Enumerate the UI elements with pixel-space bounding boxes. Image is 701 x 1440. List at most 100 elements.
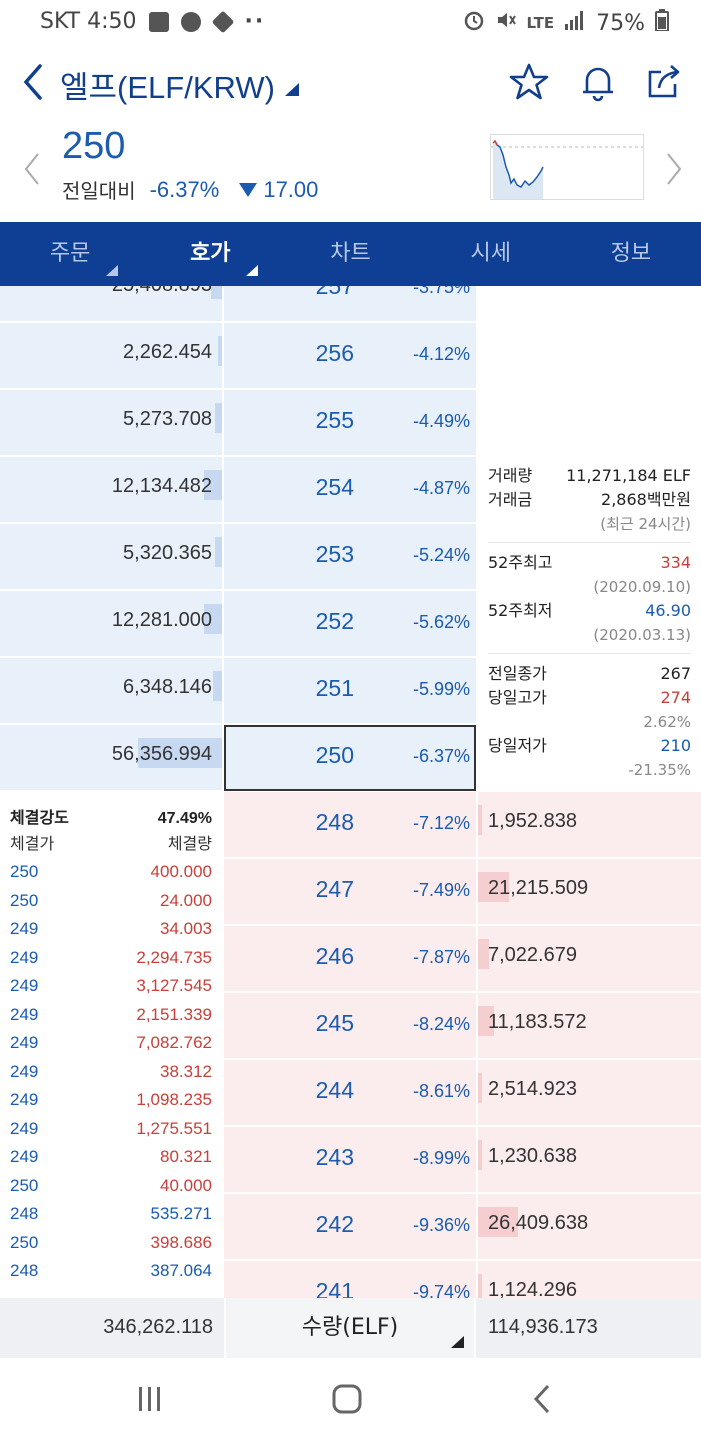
tab-info-label: 정보 bbox=[610, 241, 652, 266]
tab-info[interactable]: 정보 bbox=[561, 222, 701, 286]
back-arrow-icon[interactable] bbox=[18, 60, 48, 104]
bid-price-cell[interactable]: 247 -7.49% bbox=[224, 859, 476, 924]
trade-row: 249 2,151.339 bbox=[10, 1001, 212, 1030]
ask-qty-bar bbox=[204, 604, 222, 634]
coin-title[interactable]: 엘프(ELF/KRW) bbox=[60, 62, 299, 107]
volume-value: 11,271,184 ELF bbox=[566, 466, 691, 485]
ask-price-cell[interactable]: 254 -4.87% bbox=[224, 457, 476, 522]
low52-value: 46.90 bbox=[645, 601, 691, 620]
coin-title-text: 엘프(ELF/KRW) bbox=[60, 70, 275, 105]
divider bbox=[488, 542, 691, 543]
ask-row[interactable]: 12,134.482 254 -4.87% bbox=[0, 457, 701, 524]
ask-price-cell[interactable]: 250 -6.37% bbox=[224, 725, 476, 790]
ask-row[interactable]: 6,348.146 251 -5.99% bbox=[0, 658, 701, 725]
trade-qty: 535.271 bbox=[150, 1204, 212, 1223]
alarm-bell-icon[interactable] bbox=[578, 62, 618, 102]
down-triangle-icon bbox=[239, 182, 258, 197]
ask-price-cell[interactable]: 251 -5.99% bbox=[224, 658, 476, 723]
share-icon[interactable] bbox=[645, 62, 685, 102]
bid-price-cell[interactable]: 243 -8.99% bbox=[224, 1127, 476, 1192]
app-header: 엘프(ELF/KRW) bbox=[0, 42, 701, 122]
home-icon[interactable] bbox=[327, 1382, 367, 1416]
bid-price-cell[interactable]: 246 -7.87% bbox=[224, 926, 476, 991]
day-high-label: 당일고가 bbox=[488, 688, 547, 707]
ask-pct: -5.99% bbox=[412, 679, 470, 699]
bid-row[interactable]: 247 -7.49% 21,215.509 bbox=[0, 859, 701, 926]
trade-qty: 7,082.762 bbox=[136, 1033, 212, 1052]
tab-order-caret-icon bbox=[106, 265, 119, 276]
ask-row[interactable]: 56,356.994 250 -6.37% bbox=[0, 725, 701, 792]
ask-row[interactable]: 25,408.893 257 -3.75% bbox=[0, 286, 701, 323]
next-coin-arrow-icon[interactable] bbox=[664, 152, 684, 186]
orderbook[interactable]: 25,408.893 257 -3.75% 2,262.454 256 -4.12% 5,2… bbox=[0, 286, 701, 1298]
tab-orderbook[interactable]: 호가 bbox=[140, 222, 280, 286]
current-price-highlight bbox=[224, 725, 476, 791]
unit-selector[interactable]: 수량(ELF) bbox=[224, 1298, 476, 1358]
tab-trades[interactable]: 시세 bbox=[421, 222, 561, 286]
bid-qty-bar bbox=[478, 872, 510, 902]
bid-row[interactable]: 242 -9.36% 26,409.638 bbox=[0, 1194, 701, 1261]
low52-date: (2020.03.13) bbox=[593, 626, 691, 644]
bid-row[interactable]: 248 -7.12% 1,952.838 bbox=[0, 792, 701, 859]
bid-price-cell[interactable]: 242 -9.36% bbox=[224, 1194, 476, 1259]
bid-qty: 1,124.296 bbox=[488, 1279, 577, 1298]
ask-pct: -3.75% bbox=[412, 286, 470, 297]
trade-qty: 24.000 bbox=[160, 890, 212, 910]
bid-price-cell[interactable]: 245 -8.24% bbox=[224, 993, 476, 1058]
divider bbox=[488, 653, 691, 654]
bid-qty: 1,952.838 bbox=[488, 810, 577, 832]
trade-qty: 3,127.545 bbox=[136, 976, 212, 995]
ask-price-cell[interactable]: 256 -4.12% bbox=[224, 323, 476, 388]
bid-price: 244 bbox=[315, 1077, 354, 1103]
back-nav-icon[interactable] bbox=[524, 1382, 564, 1416]
trade-price: 249 bbox=[10, 1004, 39, 1024]
bid-qty: 21,215.509 bbox=[488, 877, 589, 899]
ask-price-cell[interactable]: 255 -4.49% bbox=[224, 390, 476, 455]
ask-row[interactable]: 2,262.454 256 -4.12% bbox=[0, 323, 701, 390]
mini-price-chart[interactable] bbox=[490, 134, 644, 200]
ask-price-cell[interactable]: 257 -3.75% bbox=[224, 286, 476, 321]
bid-qty-cell: 21,215.509 bbox=[478, 859, 701, 924]
bid-price-cell[interactable]: 248 -7.12% bbox=[224, 792, 476, 857]
trade-qty: 40.000 bbox=[160, 1175, 212, 1195]
recent-apps-icon[interactable] bbox=[130, 1382, 170, 1416]
system-nav-bar bbox=[0, 1358, 701, 1440]
bid-row[interactable]: 243 -8.99% 1,230.638 bbox=[0, 1127, 701, 1194]
bid-row[interactable]: 244 -8.61% 2,514.923 bbox=[0, 1060, 701, 1127]
trade-price: 250 bbox=[10, 890, 39, 910]
favorite-star-icon[interactable] bbox=[509, 62, 549, 102]
bid-price-cell[interactable]: 241 -9.74% bbox=[224, 1261, 476, 1298]
ask-qty-cell: 2,262.454 bbox=[0, 323, 222, 388]
bid-qty-bar bbox=[478, 1006, 494, 1036]
ask-pct: -4.87% bbox=[412, 478, 470, 498]
battery-percent: 75% bbox=[596, 10, 645, 36]
ask-price-cell[interactable]: 252 -5.62% bbox=[224, 591, 476, 656]
ask-row[interactable]: 12,281.000 252 -5.62% bbox=[0, 591, 701, 658]
prev-close-value: 267 bbox=[660, 664, 691, 683]
trade-row: 249 3,127.545 bbox=[10, 972, 212, 1001]
ask-price-cell[interactable]: 253 -5.24% bbox=[224, 524, 476, 589]
tab-chart-label: 차트 bbox=[330, 241, 371, 266]
bid-row[interactable]: 245 -8.24% 11,183.572 bbox=[0, 993, 701, 1060]
ask-row[interactable]: 5,320.365 253 -5.24% bbox=[0, 524, 701, 591]
bid-pct: -9.36% bbox=[412, 1215, 470, 1235]
coin-select-caret-icon bbox=[284, 83, 299, 97]
bid-pct: -9.74% bbox=[412, 1282, 470, 1298]
bid-row[interactable]: 246 -7.87% 7,022.679 bbox=[0, 926, 701, 993]
day-high-pct: 2.62% bbox=[643, 713, 691, 731]
trade-price: 249 bbox=[10, 1147, 39, 1166]
amount-value: 2,868백만원 bbox=[601, 490, 691, 509]
prev-coin-arrow-icon[interactable] bbox=[22, 152, 42, 186]
ask-row[interactable]: 5,273.708 255 -4.49% bbox=[0, 390, 701, 457]
bid-row[interactable]: 241 -9.74% 1,124.296 bbox=[0, 1261, 701, 1298]
tab-order[interactable]: 주문 bbox=[0, 222, 140, 286]
tab-chart[interactable]: 차트 bbox=[280, 222, 420, 286]
bid-qty-cell: 1,230.638 bbox=[478, 1127, 701, 1192]
bid-qty-cell: 7,022.679 bbox=[478, 926, 701, 991]
ask-qty: 56,356.994 bbox=[111, 743, 212, 765]
trade-price: 249 bbox=[10, 976, 39, 995]
trade-qty: 2,294.735 bbox=[136, 947, 212, 967]
trade-row: 248 535.271 bbox=[10, 1200, 212, 1229]
bid-price-cell[interactable]: 244 -8.61% bbox=[224, 1060, 476, 1125]
ask-qty: 2,262.454 bbox=[123, 341, 212, 363]
